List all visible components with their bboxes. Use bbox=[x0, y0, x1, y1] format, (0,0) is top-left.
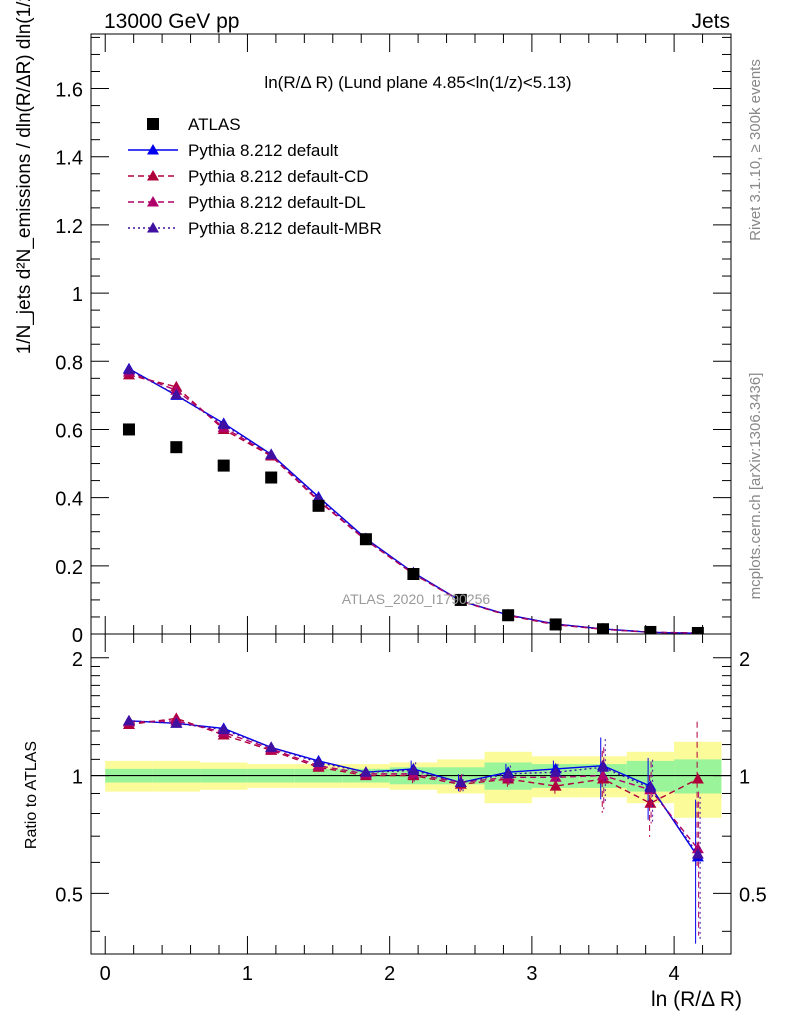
xtick-label: 2 bbox=[384, 963, 395, 985]
main-ytick-label: 0.8 bbox=[55, 352, 83, 374]
main-ytick-label: 0 bbox=[72, 625, 83, 647]
ratio-ytick-label: 2 bbox=[72, 649, 83, 671]
main-marker-4 bbox=[217, 418, 230, 430]
ratio-marker-3 bbox=[691, 848, 704, 859]
axis-ticks: 0 0.2 0.4 0.6 0.8 1 1.2 1.4 1.6 0 1 2 3 4 0.5 0.5 1 1 2 2 bbox=[55, 34, 767, 985]
x-axis-label: ln (R/Δ R) bbox=[651, 988, 742, 1011]
ratio-marker-3 bbox=[502, 767, 515, 779]
main-frame bbox=[90, 33, 732, 635]
legend-atlas-marker bbox=[147, 118, 159, 130]
plot-frames bbox=[90, 33, 732, 955]
ratio-ytick-label: 0.5 bbox=[55, 884, 83, 906]
ratio-series bbox=[122, 712, 704, 944]
ratio-marker-3 bbox=[407, 764, 420, 776]
main-ytick-label: 0.6 bbox=[55, 420, 83, 442]
xtick-label: 3 bbox=[526, 963, 537, 985]
ratio-marker-3 bbox=[359, 766, 372, 777]
ratio-marker-3 bbox=[265, 741, 278, 752]
legend-marker-1 bbox=[147, 144, 159, 155]
ratio-ytick-label-right: 0.5 bbox=[739, 884, 767, 906]
main-series bbox=[122, 362, 704, 634]
ratio-ytick-label: 1 bbox=[72, 767, 83, 789]
ratio-marker-1 bbox=[644, 797, 657, 808]
legend-label-3: Pythia 8.212 default-DL bbox=[188, 193, 366, 212]
ratio-marker-3 bbox=[454, 776, 467, 788]
atlas-point bbox=[549, 618, 562, 631]
main-marker-4 bbox=[122, 363, 135, 375]
main-ytick-label: 1.6 bbox=[55, 80, 83, 102]
legend-marker-4 bbox=[147, 222, 159, 233]
ratio-marker-2 bbox=[597, 769, 609, 781]
atlas-point bbox=[217, 459, 230, 472]
legend-label-2: Pythia 8.212 default-CD bbox=[188, 167, 369, 186]
atlas-point bbox=[170, 441, 183, 454]
watermark: ATLAS_2020_I1790256 bbox=[342, 591, 491, 607]
atlas-point bbox=[691, 626, 704, 634]
ratio-ytick-label-right: 1 bbox=[739, 767, 750, 789]
main-marker-4 bbox=[170, 388, 183, 400]
ratio-frame bbox=[90, 633, 732, 955]
ratio-marker-3 bbox=[597, 761, 609, 772]
xtick-label: 1 bbox=[242, 963, 253, 985]
ratio-marker-1 bbox=[549, 780, 562, 791]
ratio-marker-3 bbox=[122, 714, 135, 726]
main-marker-4 bbox=[265, 448, 278, 460]
atlas-point bbox=[502, 609, 515, 622]
atlas-point bbox=[359, 533, 372, 546]
xtick-label: 0 bbox=[100, 963, 111, 985]
main-ytick-label: 1.2 bbox=[55, 216, 83, 238]
ratio-marker-3 bbox=[312, 756, 325, 767]
legend-label-0: ATLAS bbox=[188, 115, 241, 134]
atlas-point bbox=[644, 625, 657, 634]
ratio-marker-1 bbox=[691, 772, 704, 784]
legend: ATLAS Pythia 8.212 default Pythia 8.212 de… bbox=[128, 115, 382, 238]
atlas-point bbox=[122, 423, 135, 436]
header-left: 13000 GeV pp bbox=[104, 10, 239, 33]
legend-marker-2 bbox=[147, 170, 159, 181]
ratio-marker-3 bbox=[217, 723, 230, 735]
atlas-point bbox=[265, 471, 278, 484]
atlas-point bbox=[454, 593, 467, 606]
xtick-label: 4 bbox=[669, 963, 680, 985]
ratio-marker-2 bbox=[691, 842, 704, 854]
atlas-point bbox=[312, 499, 325, 512]
legend-label-4: Pythia 8.212 default-MBR bbox=[188, 219, 382, 238]
header-right: Jets bbox=[691, 10, 730, 33]
main-ytick-label: 1 bbox=[72, 284, 83, 306]
ratio-marker-3 bbox=[170, 717, 183, 728]
legend-label-1: Pythia 8.212 default bbox=[188, 141, 339, 160]
main-title: ln(R/Δ R) (Lund plane 4.85<ln(1/z)<5.13) bbox=[264, 73, 571, 92]
ratio-ylabel: Ratio to ATLAS bbox=[23, 741, 40, 849]
main-ytick-label: 0.4 bbox=[55, 489, 83, 511]
rivet-label: Rivet 3.1.10, ≥ 300k events bbox=[747, 59, 764, 241]
ratio-marker-3 bbox=[644, 781, 657, 793]
atlas-point bbox=[597, 623, 609, 634]
main-ytick-label: 0.2 bbox=[55, 557, 83, 579]
ratio-marker-3 bbox=[549, 766, 562, 777]
ratio-ytick-label-right: 2 bbox=[739, 649, 750, 671]
atlas-point bbox=[407, 568, 420, 580]
main-ylabel: 1/N_jets d²N_emissions / dln(R/ΔR) dln(1… bbox=[14, 0, 35, 354]
legend-marker-3 bbox=[147, 196, 159, 207]
mcplots-label: mcplots.cern.ch [arXiv:1306.3436] bbox=[747, 373, 764, 600]
main-ytick-label: 1.4 bbox=[55, 148, 83, 170]
